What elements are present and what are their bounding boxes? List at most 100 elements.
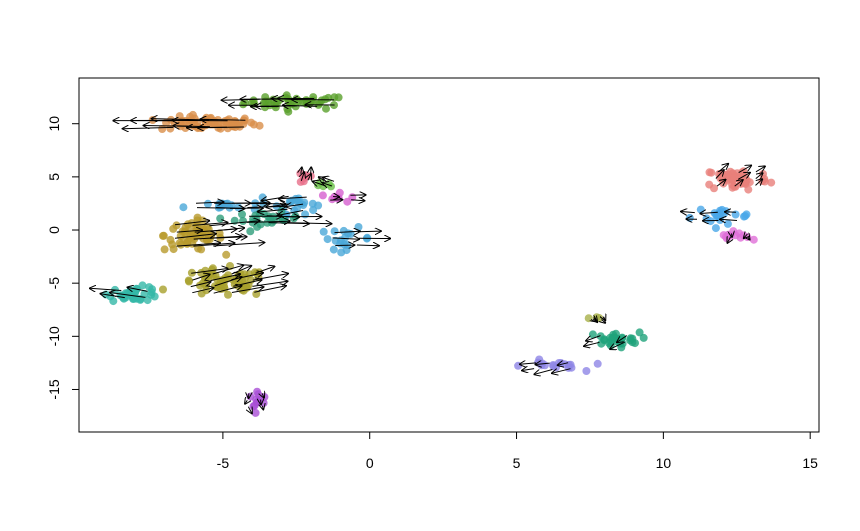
velocity-arrow xyxy=(200,119,246,120)
x-tick-label: 15 xyxy=(802,455,818,471)
velocity-arrows-13 xyxy=(520,363,571,375)
velocity-arrow xyxy=(311,167,312,174)
cell-point xyxy=(300,198,309,207)
x-tick-label: 5 xyxy=(513,455,521,471)
velocity-arrow xyxy=(334,231,360,232)
cell-point xyxy=(143,296,152,305)
cell-point xyxy=(261,93,270,102)
velocity-arrow xyxy=(286,204,304,207)
cell-point xyxy=(329,245,338,254)
velocity-arrow xyxy=(301,168,302,174)
cell-point xyxy=(564,360,573,369)
cell-point xyxy=(322,104,330,113)
cell-point xyxy=(319,227,328,236)
velocity-arrow xyxy=(190,282,211,288)
velocity-arrows-9 xyxy=(174,221,264,247)
cell-point xyxy=(282,91,291,100)
cell-point xyxy=(158,125,167,133)
velocity-arrow xyxy=(351,200,364,201)
velocity-arrow xyxy=(520,363,537,364)
cell-point xyxy=(253,387,262,396)
cell-point xyxy=(343,197,352,206)
velocity-arrow xyxy=(715,170,724,179)
cluster-1 xyxy=(148,110,264,133)
velocity-arrow xyxy=(174,221,209,226)
velocity-arrow xyxy=(716,180,726,187)
cell-point xyxy=(596,332,605,341)
cell-point xyxy=(309,206,318,215)
cell-point xyxy=(635,328,644,337)
velocity-arrow xyxy=(586,335,601,341)
cell-point xyxy=(222,250,231,259)
velocity-arrow xyxy=(534,369,553,375)
velocity-arrow xyxy=(233,280,261,287)
cell-point xyxy=(246,392,255,401)
cell-point xyxy=(239,217,247,225)
arrows-layer xyxy=(90,99,765,414)
cell-point xyxy=(330,227,339,236)
x-axis: -5 0 5 10 15 xyxy=(217,431,818,471)
cluster-16 xyxy=(705,167,776,194)
velocity-arrows-18 xyxy=(727,233,749,243)
plot-frame xyxy=(78,77,820,433)
cell-point xyxy=(213,275,222,284)
velocity-arrows-16 xyxy=(715,164,765,187)
velocity-arrows-14 xyxy=(584,335,628,350)
cell-point xyxy=(140,289,149,298)
cell-point xyxy=(707,168,716,177)
cell-point xyxy=(628,334,637,343)
y-tick-label: 0 xyxy=(46,226,62,234)
velocity-arrow xyxy=(212,265,244,275)
velocity-arrows-11 xyxy=(90,287,148,297)
cell-point xyxy=(238,210,246,219)
velocity-arrow xyxy=(174,234,216,239)
velocity-arrows-1 xyxy=(113,119,246,129)
cell-point xyxy=(166,235,175,244)
cell-point xyxy=(160,245,169,254)
cell-point xyxy=(537,361,546,370)
cell-point xyxy=(159,231,167,240)
velocity-arrow xyxy=(594,318,598,323)
velocity-arrow xyxy=(738,166,751,174)
velocity-arrow xyxy=(323,177,335,181)
velocity-arrow xyxy=(734,180,743,187)
velocity-arrow xyxy=(110,293,146,298)
velocity-arrow xyxy=(279,197,307,199)
cell-point xyxy=(696,205,705,214)
cell-point xyxy=(147,288,156,297)
velocity-arrow xyxy=(193,243,234,246)
velocity-arrow xyxy=(725,212,737,213)
velocity-arrow xyxy=(755,173,763,179)
y-axis: 10 5 0 -5 -10 -15 xyxy=(46,116,80,400)
velocity-arrow xyxy=(231,203,270,204)
velocity-arrows-10 xyxy=(190,265,288,294)
cell-point xyxy=(234,203,243,212)
velocity-arrow xyxy=(681,212,695,213)
velocity-arrows-15 xyxy=(593,317,605,323)
velocity-arrow xyxy=(195,202,224,203)
velocity-arrow xyxy=(213,243,264,247)
velocity-arrow xyxy=(191,269,228,274)
cell-point xyxy=(749,235,758,244)
velocity-arrow xyxy=(718,164,729,173)
cell-point xyxy=(711,224,720,233)
cluster-8 xyxy=(319,223,372,257)
velocity-arrow xyxy=(192,288,213,294)
cell-point xyxy=(246,227,255,236)
velocity-arrow xyxy=(333,197,339,198)
cell-point xyxy=(249,120,258,129)
cell-point xyxy=(337,248,346,257)
cell-point xyxy=(584,314,593,323)
y-tick-label: -15 xyxy=(46,379,62,399)
velocity-arrow xyxy=(128,287,148,291)
velocity-arrow xyxy=(617,335,628,343)
cell-point xyxy=(331,236,340,245)
velocity-arrow xyxy=(737,173,750,180)
cell-point xyxy=(593,359,602,368)
velocity-arrow xyxy=(176,243,221,246)
cell-point xyxy=(294,194,303,203)
velocity-arrow xyxy=(176,230,202,232)
velocity-arrow xyxy=(604,317,606,320)
cell-point xyxy=(339,226,348,235)
velocity-arrow xyxy=(552,368,571,374)
